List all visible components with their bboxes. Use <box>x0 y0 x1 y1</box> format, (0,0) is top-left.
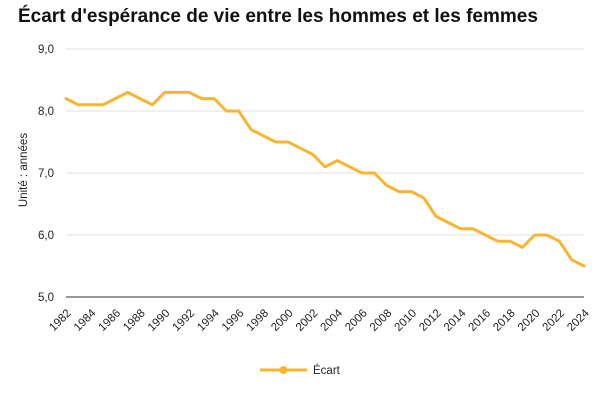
data-point[interactable] <box>138 97 142 101</box>
x-tick-label: 2006 <box>343 307 370 334</box>
y-tick-label: 7,0 <box>38 168 54 180</box>
data-point[interactable] <box>520 245 524 249</box>
data-point[interactable] <box>187 90 191 94</box>
data-point[interactable] <box>163 90 167 94</box>
data-point[interactable] <box>434 214 438 218</box>
x-tick-label: 1998 <box>245 307 272 334</box>
series-layer <box>64 90 586 268</box>
chart-title: Écart d'espérance de vie entre les homme… <box>18 6 538 27</box>
data-point[interactable] <box>298 146 302 150</box>
x-tick-label: 2024 <box>565 307 592 334</box>
data-point[interactable] <box>372 171 376 175</box>
data-point[interactable] <box>323 165 327 169</box>
data-point[interactable] <box>76 103 80 107</box>
data-point[interactable] <box>409 190 413 194</box>
data-point[interactable] <box>471 227 475 231</box>
x-tick-label: 2022 <box>541 307 568 334</box>
legend-marker <box>279 366 288 374</box>
x-tick-label: 2018 <box>491 307 518 334</box>
data-point[interactable] <box>446 221 450 225</box>
x-tick-label: 1994 <box>195 307 222 334</box>
x-tick-label: 2004 <box>319 307 346 334</box>
y-tick-label: 6,0 <box>38 230 54 242</box>
data-point[interactable] <box>101 103 105 107</box>
y-tick-label: 9,0 <box>38 44 54 56</box>
data-point[interactable] <box>212 97 216 101</box>
y-tick-labels: 5,0 6,0 7,0 8,0 9,0 <box>38 44 54 304</box>
data-point[interactable] <box>385 183 389 187</box>
data-point[interactable] <box>126 90 130 94</box>
data-point[interactable] <box>570 258 574 262</box>
data-point[interactable] <box>533 233 537 237</box>
data-point[interactable] <box>249 128 253 132</box>
series-line[interactable] <box>64 90 586 268</box>
data-point[interactable] <box>545 233 549 237</box>
data-point[interactable] <box>422 196 426 200</box>
data-point[interactable] <box>64 97 68 101</box>
x-tick-label: 2008 <box>368 307 395 334</box>
x-tick-labels: 1982198419861988199019921994199619982000… <box>47 307 592 334</box>
data-point[interactable] <box>508 239 512 243</box>
x-tick-label: 1984 <box>72 307 99 334</box>
x-tick-label: 1982 <box>47 307 74 334</box>
data-point[interactable] <box>261 134 265 138</box>
x-tick-label: 2014 <box>442 307 469 334</box>
x-tick-label: 2002 <box>294 307 321 334</box>
data-point[interactable] <box>113 97 117 101</box>
data-point[interactable] <box>348 165 352 169</box>
x-tick-label: 1988 <box>121 307 148 334</box>
data-point[interactable] <box>200 97 204 101</box>
x-tick-label: 1992 <box>171 307 198 334</box>
data-point[interactable] <box>459 227 463 231</box>
data-point[interactable] <box>286 140 290 144</box>
data-point[interactable] <box>224 109 228 113</box>
data-point[interactable] <box>274 140 278 144</box>
data-point[interactable] <box>483 233 487 237</box>
data-point[interactable] <box>89 103 93 107</box>
data-point[interactable] <box>582 264 586 268</box>
x-tick-label: 1990 <box>146 307 173 334</box>
data-point[interactable] <box>496 239 500 243</box>
data-point[interactable] <box>557 239 561 243</box>
data-point[interactable] <box>237 109 241 113</box>
data-point[interactable] <box>335 159 339 163</box>
x-tick-label: 2020 <box>516 307 543 334</box>
data-point[interactable] <box>397 190 401 194</box>
x-tick-label: 2012 <box>417 307 444 334</box>
data-point[interactable] <box>360 171 364 175</box>
legend-label: Écart <box>313 364 341 377</box>
data-point[interactable] <box>311 152 315 156</box>
gridlines <box>66 48 584 298</box>
x-tick-label: 1996 <box>220 307 247 334</box>
x-tick-label: 2016 <box>467 307 494 334</box>
y-tick-label: 8,0 <box>38 106 54 118</box>
legend[interactable]: Écart <box>260 364 341 377</box>
y-axis-title: Unité : années <box>18 133 30 207</box>
y-tick-label: 5,0 <box>38 292 54 304</box>
x-tick-label: 2010 <box>393 307 420 334</box>
data-point[interactable] <box>150 103 154 107</box>
x-tick-label: 1986 <box>97 307 124 334</box>
data-point[interactable] <box>175 90 179 94</box>
x-tick-label: 2000 <box>269 307 296 334</box>
